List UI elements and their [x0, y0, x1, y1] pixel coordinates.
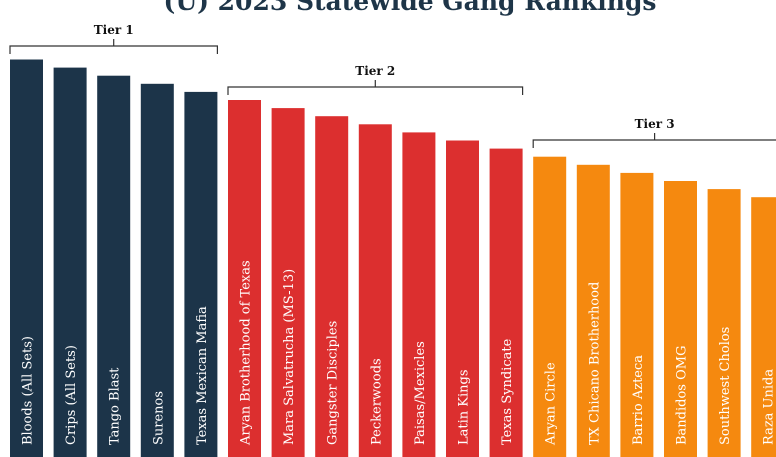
bar-label-12: Texas Syndicate: [500, 338, 515, 445]
bar-12: [489, 148, 523, 457]
bar-9: [358, 124, 392, 457]
bar-3: [97, 75, 131, 457]
bar-label-5: Texas Mexican Mafia: [195, 306, 210, 445]
tier-bracket-1: [9, 39, 218, 54]
bar-label-15: Barrio Azteca: [631, 355, 646, 445]
bar-15: [620, 172, 654, 457]
bar-label-13: Aryan Circle: [544, 362, 559, 446]
tier-label-3: Tier 3: [635, 117, 675, 131]
bar-1: [10, 59, 43, 457]
bar-label-16: Bandidos OMG: [675, 346, 690, 445]
bar-label-8: Gangster Disciples: [326, 321, 341, 445]
bar-label-17: Southwest Cholos: [718, 327, 733, 445]
bar-label-9: Peckerwoods: [369, 358, 384, 445]
bar-label-1: Bloods (All Sets): [21, 336, 36, 445]
bar-label-14: TX Chicano Brotherhood: [587, 282, 602, 445]
bar-label-3: Tango Blast: [108, 367, 123, 445]
bar-label-4: Surenos: [151, 391, 166, 445]
bar-5: [184, 91, 218, 457]
chart-title: (U) 2023 Statewide Gang Rankings: [163, 0, 657, 16]
bar-label-18: Raza Unida: [762, 369, 776, 445]
bar-label-7: Mara Salvatrucha (MS-13): [282, 269, 297, 445]
bar-4: [140, 83, 174, 457]
bar-13: [533, 156, 567, 457]
bar-2: [53, 67, 87, 457]
tier-bracket-3: [532, 133, 776, 148]
bar-7: [271, 108, 305, 457]
bar-label-6: Aryan Brotherhood of Texas: [239, 260, 254, 446]
tier-label-1: Tier 1: [94, 23, 134, 37]
bar-label-10: Paisas/Mexicles: [413, 341, 428, 445]
bar-8: [315, 116, 349, 457]
bar-17: [707, 189, 741, 457]
bar-10: [402, 132, 436, 457]
bar-16: [664, 181, 697, 457]
bar-18: [751, 197, 776, 457]
bar-11: [446, 140, 479, 457]
tier-bracket-2: [227, 80, 524, 95]
tier-label-2: Tier 2: [355, 64, 395, 78]
bar-label-2: Crips (All Sets): [64, 345, 79, 445]
bar-6: [228, 100, 261, 457]
bar-label-11: Latin Kings: [457, 369, 472, 445]
bar-14: [576, 164, 610, 457]
